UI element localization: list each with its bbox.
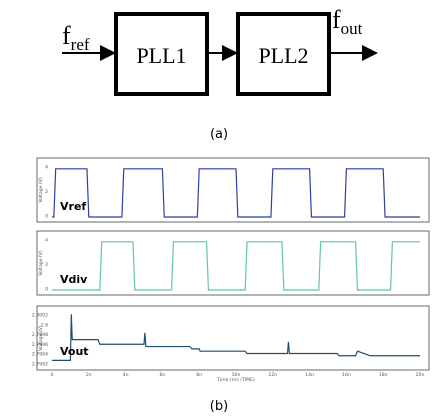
y-tick-label: 2.7998 (32, 332, 48, 338)
panel-vout: 2.8002 2.8 2.7998 2.7996 2.7994 2.7992 Voltage… (32, 305, 430, 383)
y-tick-label: 2.7996 (32, 342, 48, 348)
x-tick-label: 20n (416, 372, 425, 378)
y-tick-label: 2.8002 (32, 313, 48, 319)
y-tick-label: 2.8 (41, 322, 48, 328)
pll1-label: PLL1 (136, 43, 186, 68)
signal-label: Vref (60, 200, 86, 213)
signal-label: Vout (60, 345, 89, 358)
y-tick-label: 2 (45, 189, 48, 195)
trace-vref (52, 168, 420, 218)
x-tick-label: 12n (268, 372, 277, 378)
input-label: fref (62, 21, 90, 54)
y-tick-label: 0 (45, 214, 48, 220)
y-axis-label: Voltage (V) (38, 325, 44, 351)
pll2-label: PLL2 (258, 43, 308, 68)
y-tick-label: 2.7992 (32, 362, 48, 368)
panel-frame (36, 305, 430, 371)
caption-b: (b) (210, 399, 228, 414)
panel-frame (36, 157, 430, 223)
y-axis-label: Voltage (V) (38, 177, 44, 203)
x-tick-label: 4n (123, 372, 129, 378)
block-diagram: fref PLL1 PLL2 fout (a) (62, 5, 378, 142)
panel-frame (36, 230, 430, 296)
y-tick-label: 4 (45, 165, 48, 171)
x-tick-label: 0 (51, 372, 54, 378)
trace-vdiv (52, 241, 420, 291)
x-axis-label: Time (ns) (TIME) (216, 377, 255, 383)
x-tick-label: 14n (305, 372, 314, 378)
y-tick-label: 2.7994 (32, 352, 48, 358)
output-label: fout (332, 5, 363, 38)
x-tick-label: 8n (196, 372, 202, 378)
panel-vref: 4 2 0 Voltage (V) Vref (36, 157, 430, 223)
x-tick-label: 2n (86, 372, 92, 378)
x-tick-label: 10n (232, 372, 241, 378)
signal-label: Vdiv (60, 273, 88, 286)
y-axis-label: Voltage (V) (38, 250, 44, 276)
x-tick-label: 6n (159, 372, 165, 378)
y-tick-label: 2 (45, 262, 48, 268)
trace-vout (52, 314, 420, 361)
x-tick-label: 16n (342, 372, 351, 378)
caption-a: (a) (210, 127, 228, 142)
x-tick-label: 18n (379, 372, 388, 378)
y-tick-label: 4 (45, 238, 48, 244)
panel-vdiv: 4 2 0 Voltage (V) Vdiv (36, 230, 430, 296)
y-tick-label: 0 (45, 287, 48, 293)
